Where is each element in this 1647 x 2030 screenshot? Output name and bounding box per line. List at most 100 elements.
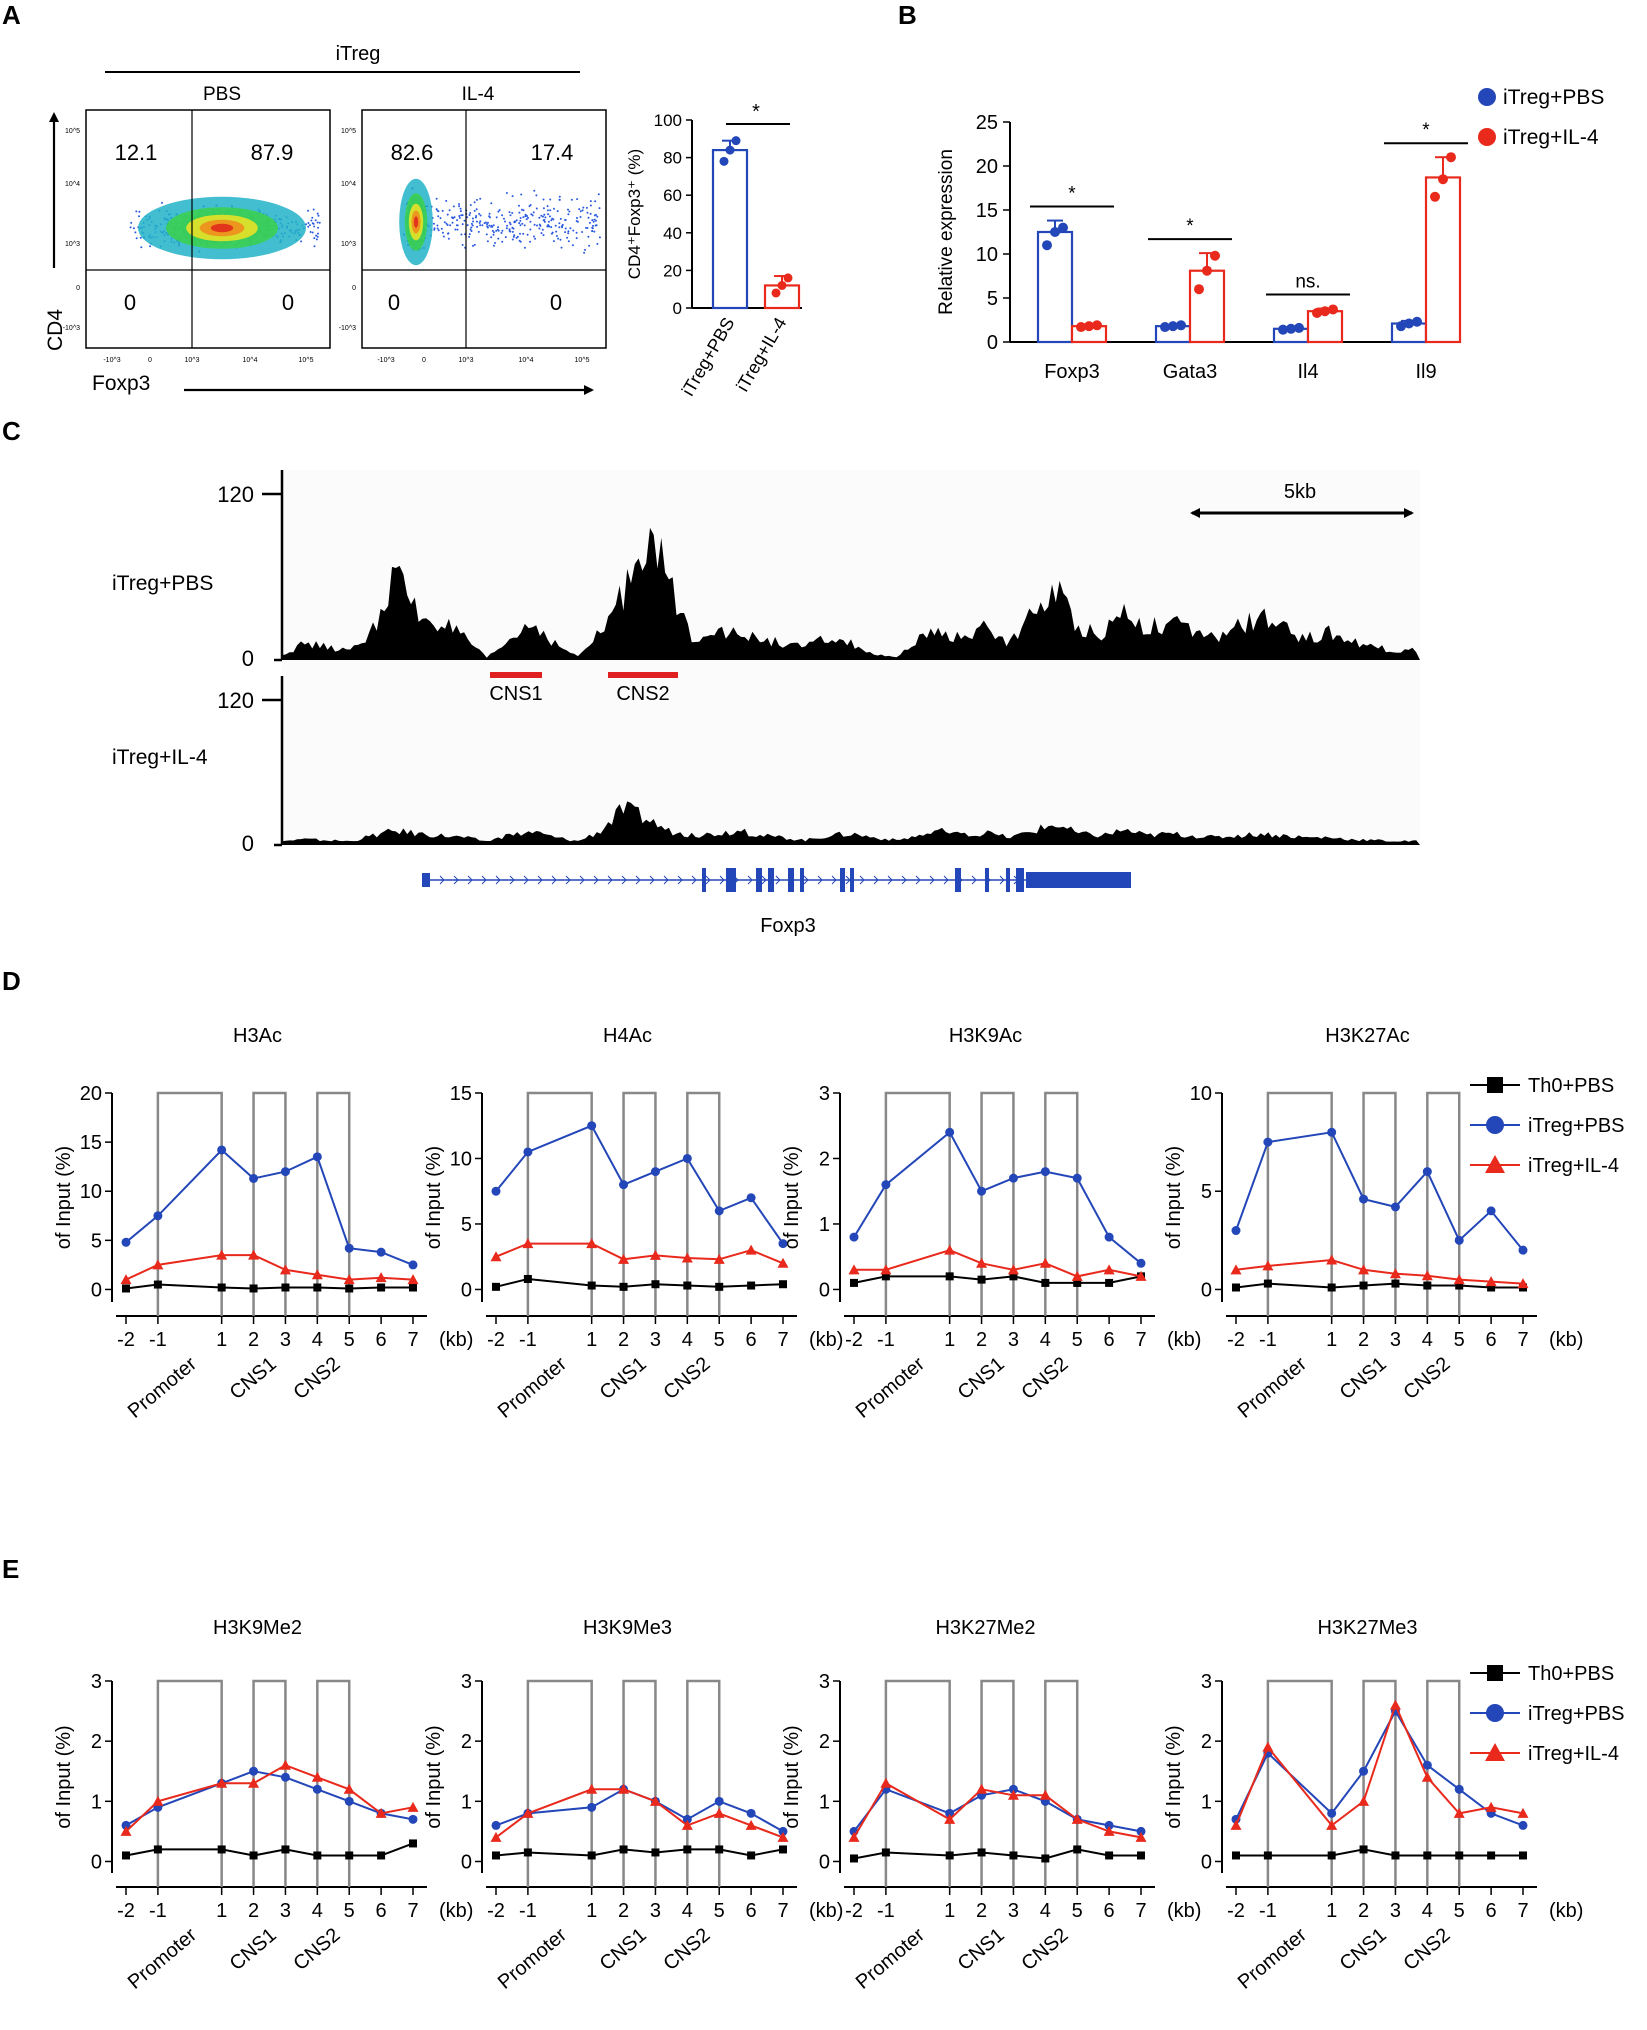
data-point	[1422, 1760, 1432, 1770]
flow-event	[559, 217, 562, 220]
data-point	[778, 1239, 788, 1249]
data-point	[216, 1777, 228, 1788]
flow-event	[315, 238, 318, 241]
flow-event	[492, 233, 495, 236]
x-unit-label: (kb)	[1549, 1900, 1583, 1922]
flow-event	[471, 217, 474, 220]
gene-strand-chevron	[691, 875, 697, 885]
bar	[1036, 230, 1074, 344]
data-point	[976, 1783, 988, 1794]
quadrant-ul: 12.1	[115, 140, 158, 165]
flow-event	[314, 219, 317, 222]
region-frame	[252, 1679, 287, 1887]
data-point	[1485, 1276, 1497, 1287]
flow-event	[538, 216, 541, 219]
flow-event	[477, 230, 480, 233]
region-label: CNS2	[659, 1924, 714, 1975]
flow-event	[542, 234, 545, 237]
flow-event	[454, 228, 457, 231]
y-tick-label: 0	[673, 299, 682, 318]
x-tick-label: 7	[1135, 1900, 1146, 1922]
flow-event	[567, 232, 570, 235]
flow-event	[522, 232, 525, 235]
data-point	[408, 1260, 418, 1270]
flow-event	[540, 232, 543, 235]
flow-ytick: -10^3	[339, 325, 356, 332]
data-point	[881, 1848, 890, 1857]
y-tick-label: 3	[461, 1671, 472, 1693]
y-tick-label: 5	[987, 288, 998, 310]
flow-event	[437, 210, 440, 213]
flow-event	[589, 212, 592, 215]
region-label: CNS2	[289, 1353, 344, 1404]
flow-event	[468, 214, 471, 216]
data-point	[619, 1845, 628, 1854]
flow-event	[518, 211, 521, 214]
x-tick-label: 1	[216, 1900, 227, 1922]
significance-label: *	[1186, 216, 1194, 237]
data-point	[649, 1795, 661, 1806]
flow-event	[588, 244, 591, 247]
y-tick-label: 10	[80, 1181, 102, 1203]
flow-event	[313, 245, 316, 248]
y-tick-label: 2	[819, 1731, 830, 1753]
panel-label-a: A	[2, 0, 21, 30]
flow-xtick: 10^3	[459, 357, 474, 364]
region-label: Promoter	[124, 1924, 201, 1994]
flow-xtick: 10^5	[299, 357, 314, 364]
flow-event	[564, 227, 567, 230]
flow-event	[138, 210, 141, 213]
flow-event	[459, 210, 462, 213]
flow-event	[479, 214, 482, 217]
flow-event	[130, 221, 133, 224]
y-tick-label: 0	[819, 1851, 830, 1873]
flow-event	[475, 208, 478, 211]
flow-event	[543, 220, 546, 223]
data-point	[1071, 1813, 1083, 1824]
region-label: Promoter	[852, 1924, 929, 1994]
data-point	[1517, 1278, 1529, 1289]
region-frame	[1426, 1091, 1461, 1316]
x-tick-label: 3	[1008, 1900, 1019, 1922]
gene-exon	[1006, 868, 1010, 892]
flow-event	[511, 226, 514, 229]
flow-event	[441, 231, 444, 234]
region-frame	[156, 1091, 223, 1316]
x-tick-label: 4	[1422, 1329, 1433, 1351]
data-point	[850, 1854, 858, 1863]
flow-event	[437, 229, 440, 232]
data-point	[522, 1807, 534, 1818]
significance-label: *	[1422, 120, 1430, 141]
flow-event	[504, 236, 507, 239]
flow-event	[463, 219, 466, 222]
data-point	[1135, 1270, 1147, 1281]
track-label: iTreg+IL-4	[112, 746, 208, 769]
data-point	[587, 1281, 596, 1290]
region-frame	[1044, 1091, 1079, 1316]
y-tick-label: 5	[1201, 1181, 1212, 1203]
gene-strand-chevron	[663, 875, 669, 885]
y-tick-label: 20	[80, 1083, 102, 1105]
data-point	[681, 1819, 693, 1830]
y-tick-label: 10	[976, 244, 998, 266]
data-point	[714, 1206, 724, 1216]
region-frame	[884, 1679, 951, 1887]
flow-event	[456, 228, 459, 231]
data-point	[120, 1274, 132, 1285]
data-point	[1040, 1167, 1050, 1177]
flow-cytometry-panel: iTreg PBS IL-4 12.1 87.9 0 0 10^5 10^4 1…	[44, 43, 607, 395]
flow-event	[551, 231, 554, 234]
signal-area	[282, 527, 1420, 660]
data-point	[850, 1278, 858, 1287]
flow-event	[501, 229, 504, 232]
x-tick-label: -1	[149, 1900, 167, 1922]
quadrant-ur: 17.4	[531, 140, 574, 165]
flow-event	[524, 215, 527, 218]
flow-xlabel: Foxp3	[92, 372, 150, 395]
flow-event	[529, 228, 532, 231]
flow-event	[501, 240, 504, 243]
data-point	[587, 1802, 597, 1812]
flow-event	[519, 232, 521, 235]
flow-event	[588, 221, 591, 224]
